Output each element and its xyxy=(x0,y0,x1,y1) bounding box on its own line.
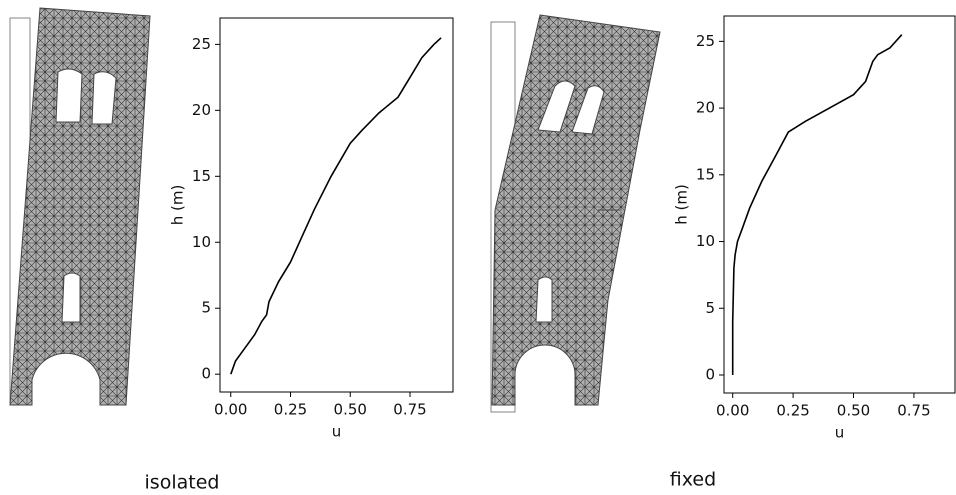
x-tick-label: 0.50 xyxy=(837,402,870,420)
x-tick-label: 0.25 xyxy=(776,402,809,420)
y-tick-label: 5 xyxy=(201,299,211,317)
y-tick-label: 10 xyxy=(192,233,211,251)
x-tick-label: 0.00 xyxy=(214,401,247,419)
y-tick-label: 5 xyxy=(705,299,715,317)
y-axis-label: h (m) xyxy=(673,184,691,225)
y-axis-label: h (m) xyxy=(169,185,187,226)
tower-isolated xyxy=(9,7,151,406)
y-tick-label: 25 xyxy=(696,32,715,50)
caption: fixed xyxy=(670,469,716,491)
y-tick-label: 25 xyxy=(192,35,211,53)
y-tick-label: 10 xyxy=(696,232,715,250)
x-axis-label: u xyxy=(835,424,845,442)
x-tick-label: 0.75 xyxy=(897,402,930,420)
data-line xyxy=(230,37,442,375)
y-tick-label: 15 xyxy=(192,167,211,185)
y-tick-label: 20 xyxy=(192,101,211,119)
x-axis-label: u xyxy=(332,423,342,441)
y-tick-label: 0 xyxy=(705,365,715,383)
x-tick-label: 0.50 xyxy=(334,401,367,419)
plot-frame xyxy=(723,15,956,394)
x-tick-label: 0.00 xyxy=(716,402,749,420)
caption: isolated xyxy=(145,472,220,494)
data-line xyxy=(731,34,903,375)
y-tick-label: 20 xyxy=(696,99,715,117)
x-tick-label: 0.75 xyxy=(393,401,426,419)
tower-fixed xyxy=(490,14,661,413)
y-tick-label: 0 xyxy=(201,365,211,383)
plot-frame xyxy=(219,17,454,393)
y-tick-label: 15 xyxy=(696,165,715,183)
x-tick-label: 0.25 xyxy=(274,401,307,419)
